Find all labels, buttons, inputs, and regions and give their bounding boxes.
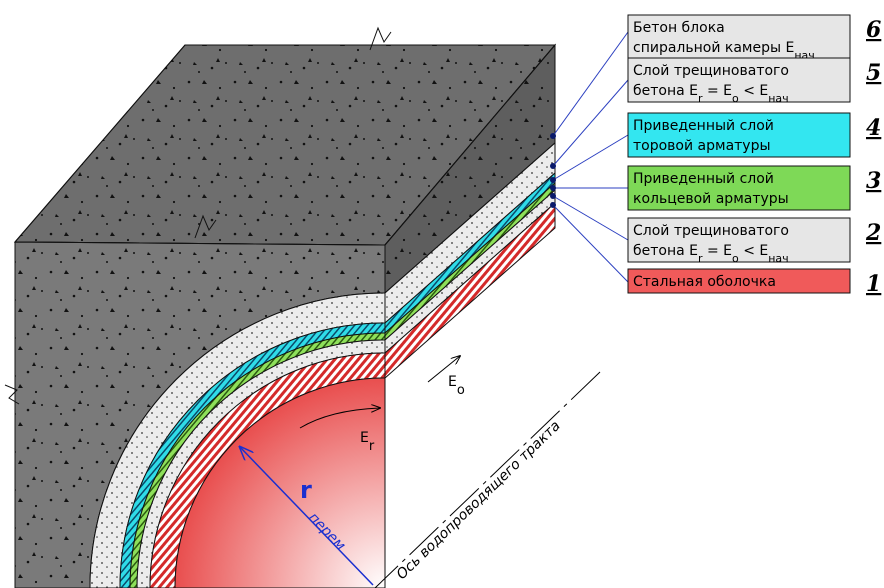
text-part: кольцевой арматуры — [633, 191, 789, 207]
r-label: r — [300, 476, 312, 504]
legend-text: Слой трещиноватого — [633, 63, 789, 79]
legend-text: Приведенный слой — [633, 118, 774, 134]
text-part: бетона E — [633, 243, 698, 259]
text-part: < E — [739, 83, 768, 99]
layer-number: 1 — [866, 271, 881, 297]
text-part: Слой трещиноватого — [633, 63, 789, 79]
leader-dots — [550, 133, 556, 208]
legend-text: Бетон блока — [633, 20, 725, 36]
text-part: < E — [739, 243, 768, 259]
subscript: r — [698, 92, 703, 105]
subscript: r — [369, 439, 375, 454]
annotations — [240, 356, 601, 588]
text-part: Бетон блока — [633, 20, 725, 36]
leaders — [552, 31, 629, 283]
r-symbol: r — [300, 476, 312, 504]
legend-text: бетона Er = Eo < Eнач — [633, 83, 789, 105]
layer-number: 4 — [866, 115, 881, 141]
text-part: Приведенный слой — [633, 171, 774, 187]
legend-box — [627, 217, 851, 263]
legend-box — [627, 112, 851, 158]
text-part: E — [448, 374, 457, 390]
text-part: спиральной камеры E — [633, 40, 794, 56]
legend-text: бетона Er = Eo < Eнач — [633, 243, 789, 265]
legend-text: Слой трещиноватого — [633, 223, 789, 239]
legend-box — [627, 14, 851, 60]
legend-text: кольцевой арматуры — [633, 191, 789, 207]
layer-number: 6 — [866, 17, 881, 43]
legend-text: Приведенный слой — [633, 171, 774, 187]
text-part: E — [360, 430, 369, 446]
e-r-label: Er — [360, 430, 375, 454]
layer-number: 5 — [866, 60, 881, 86]
subscript: нач — [768, 252, 788, 265]
axis-label: Ось водопроводящего тракта — [394, 418, 564, 583]
text-part: бетона E — [633, 83, 698, 99]
text-part: = E — [703, 83, 732, 99]
legend-text: Стальная оболочка — [633, 274, 776, 290]
subscript: r — [698, 252, 703, 265]
subscript: нач — [768, 92, 788, 105]
legend-box — [627, 57, 851, 103]
text-part: торовой арматуры — [633, 138, 771, 154]
text-part: Приведенный слой — [633, 118, 774, 134]
legend-text: торовой арматуры — [633, 138, 771, 154]
subscript: o — [732, 92, 739, 105]
block — [4, 26, 557, 588]
legend-box — [627, 165, 851, 211]
text-part: Слой трещиноватого — [633, 223, 789, 239]
text-part: = E — [703, 243, 732, 259]
subscript: o — [732, 252, 739, 265]
legend-box — [627, 268, 851, 294]
layer-number: 2 — [865, 220, 881, 246]
subscript: o — [457, 383, 465, 398]
text-part: Стальная оболочка — [633, 274, 776, 290]
e-o-label: Eo — [448, 374, 465, 398]
layer-number: 3 — [866, 168, 881, 194]
